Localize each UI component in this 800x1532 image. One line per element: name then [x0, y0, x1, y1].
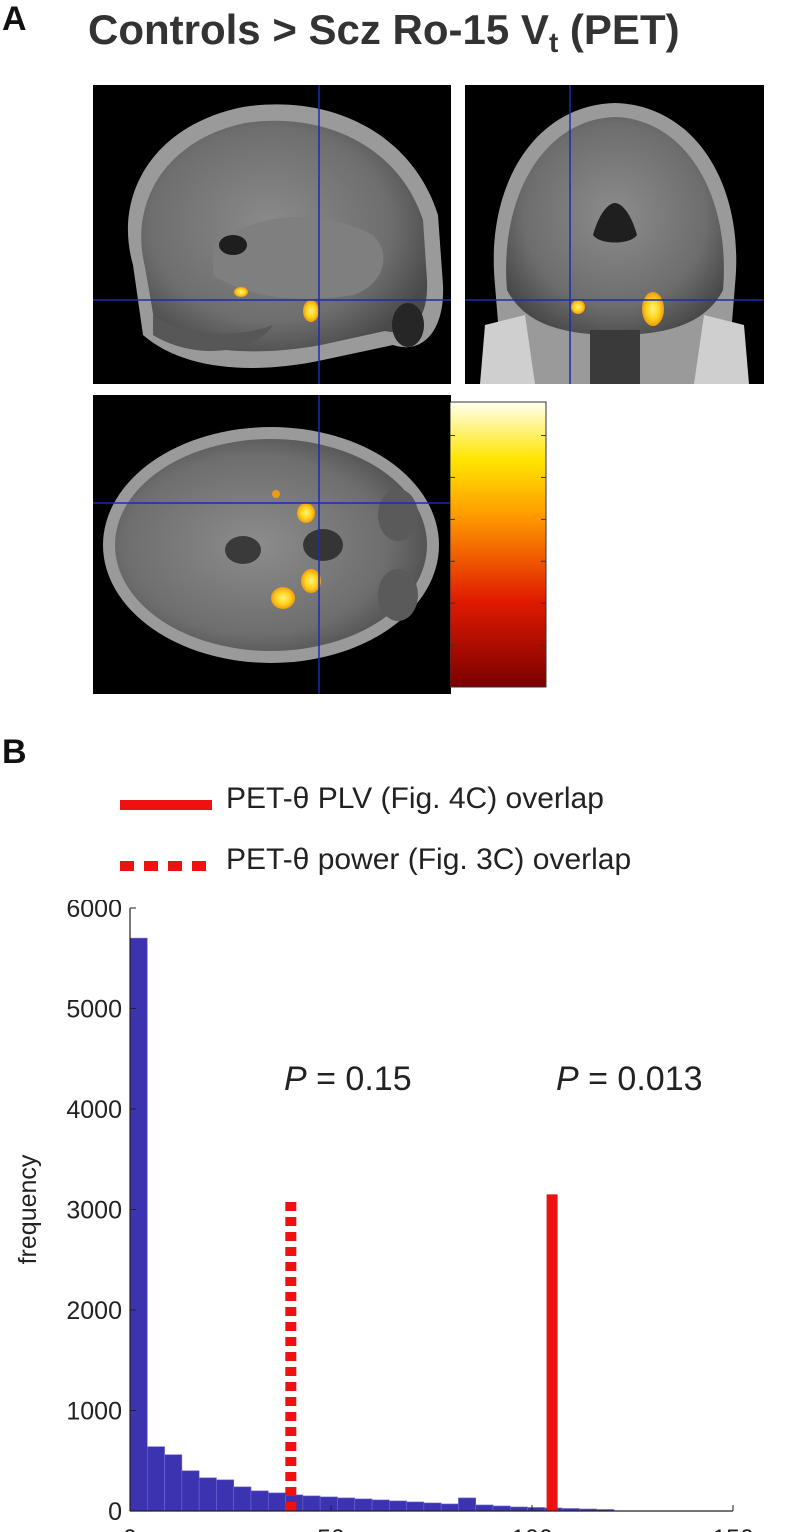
x-tick-label: 50	[317, 1525, 345, 1532]
histogram-bar	[371, 1499, 390, 1512]
title-subscript: t	[548, 27, 559, 58]
histogram-bar	[267, 1492, 286, 1512]
histogram-bar	[302, 1495, 321, 1512]
p-value: = 0.013	[579, 1060, 703, 1098]
histogram-bar	[492, 1505, 511, 1512]
histogram-bar	[233, 1486, 252, 1512]
histogram-bar	[164, 1454, 183, 1512]
overlap-histogram: 0100020003000400050006000050100150overla…	[14, 900, 754, 1532]
p-symbol: P	[284, 1060, 307, 1098]
panel-b-letter: B	[2, 733, 27, 771]
title-tail: (PET)	[558, 6, 680, 53]
legend-label-plv: PET-θ PLV (Fig. 4C) overlap	[226, 782, 604, 815]
colorbar: 00.511.522.53	[450, 401, 547, 688]
colorbar-gradient	[450, 401, 547, 688]
histogram-bar	[458, 1497, 477, 1512]
legend-item-plv: PET-θ PLV (Fig. 4C) overlap	[120, 782, 780, 822]
p-value: = 0.15	[307, 1060, 412, 1098]
histogram-bar	[475, 1504, 494, 1512]
y-tick-label: 1000	[66, 1398, 122, 1426]
y-tick-label: 3000	[66, 1197, 122, 1225]
sagittal-brain-slice	[93, 85, 451, 384]
legend-item-power: PET-θ power (Fig. 3C) overlap	[120, 843, 800, 883]
histogram-bar	[423, 1502, 442, 1512]
histogram-bar	[440, 1503, 459, 1512]
x-tick-label: 100	[511, 1525, 553, 1532]
histogram-bar	[146, 1446, 165, 1512]
y-tick-label: 4000	[66, 1096, 122, 1124]
histogram-bar	[509, 1506, 528, 1512]
title-main: Controls > Scz Ro-15 V	[88, 6, 549, 53]
panel-a-title: Controls > Scz Ro-15 Vt (PET)	[88, 6, 680, 59]
histogram-bar	[319, 1496, 338, 1512]
histogram-bar	[181, 1470, 200, 1512]
histogram-bar	[216, 1479, 235, 1512]
legend-label-power: PET-θ power (Fig. 3C) overlap	[226, 843, 632, 876]
legend-dotted-line	[120, 861, 212, 871]
y-tick-label: 6000	[66, 900, 122, 923]
y-tick-label: 5000	[66, 996, 122, 1024]
y-tick-label: 2000	[66, 1297, 122, 1325]
histogram-bar	[337, 1497, 356, 1512]
histogram-bar	[406, 1501, 425, 1512]
x-tick-label: 0	[123, 1525, 137, 1532]
histogram-bar	[388, 1500, 407, 1512]
histogram-bar	[129, 937, 148, 1512]
y-tick-label: 0	[108, 1498, 122, 1526]
p-value-annotation: P = 0.013	[556, 1060, 703, 1098]
histogram-bar	[250, 1490, 269, 1512]
histogram-bar	[354, 1498, 373, 1512]
coronal-brain-slice	[465, 85, 764, 384]
y-axis-label: frequency	[14, 1154, 42, 1264]
x-tick-label: 150	[712, 1525, 754, 1532]
axial-brain-slice	[93, 395, 451, 694]
p-symbol: P	[556, 1060, 579, 1098]
histogram-bar	[198, 1477, 217, 1512]
panel-a-letter: A	[2, 0, 27, 38]
p-value-annotation: P = 0.15	[284, 1060, 412, 1098]
legend-solid-line	[120, 800, 212, 810]
